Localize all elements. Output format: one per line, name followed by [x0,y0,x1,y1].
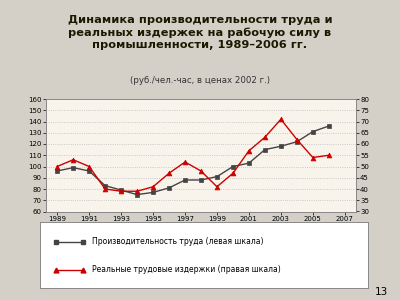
Text: Динамика производительности труда и
реальных издержек на рабочую силу в
промышле: Динамика производительности труда и реал… [68,15,332,50]
Text: Реальные трудовые издержки (правая шкала): Реальные трудовые издержки (правая шкала… [92,265,281,274]
Text: (руб./чел.-час, в ценах 2002 г.): (руб./чел.-час, в ценах 2002 г.) [130,76,270,85]
Text: Производительность труда (левая шкала): Производительность труда (левая шкала) [92,237,264,246]
Text: 13: 13 [375,287,388,297]
